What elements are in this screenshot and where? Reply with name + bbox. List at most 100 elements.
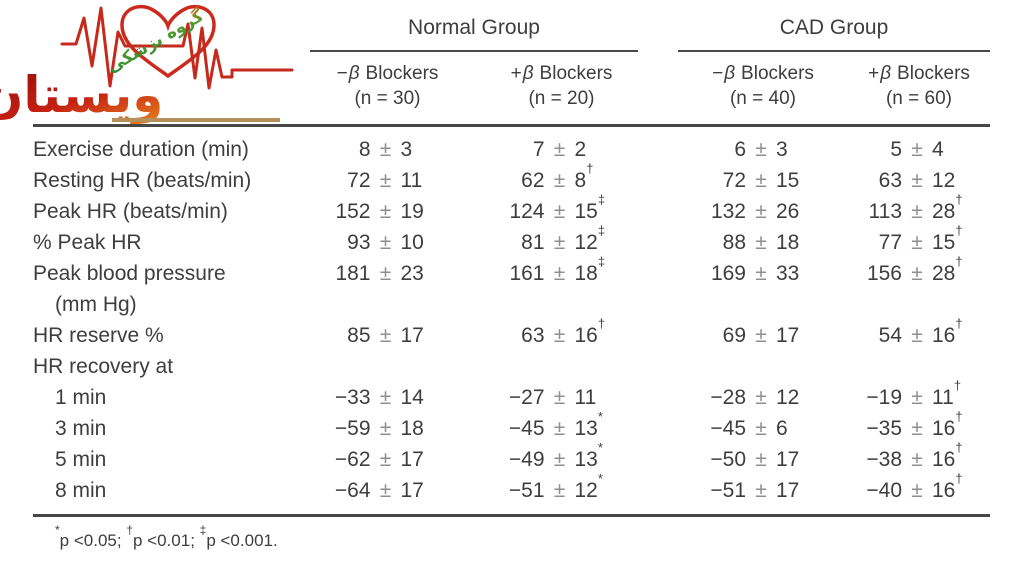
value: −45 (508, 417, 545, 440)
sig-marker: † (955, 254, 963, 269)
plus-minus: ± (379, 262, 392, 285)
value: 88 (722, 231, 746, 254)
sample-size: (n = 20) (528, 88, 595, 109)
plus-minus: ± (911, 231, 923, 254)
value: 169 (710, 262, 746, 285)
value: −50 (710, 448, 746, 471)
heart-icon (120, 4, 216, 79)
sig-marker: * (597, 440, 603, 455)
sd-number: 15 (574, 200, 598, 223)
table-cell: 63 ±12 (848, 165, 990, 196)
value: 132 (710, 200, 746, 223)
table-row-8-min: 8 min −64 ±17 −51 ±12* −51 ±17 −40 ±16† (33, 472, 990, 506)
table-row-resting-hr: Resting HR (beats/min) 72 ±11 62 ±8† 72 ±15… (33, 162, 990, 196)
value: −51 (710, 479, 746, 502)
sd-value: 13* (575, 410, 631, 444)
value: 113 (868, 200, 902, 223)
value: −49 (508, 448, 545, 471)
sig-marker: † (955, 440, 963, 455)
row-label: 3 min (55, 417, 107, 440)
table-cell: −40 ±16† (848, 472, 990, 506)
table-cell: 5 ±4 (848, 134, 990, 165)
plus-minus: ± (553, 324, 566, 347)
plus-minus: ± (553, 417, 566, 440)
sd-number: 11 (574, 386, 597, 409)
sd-number: 6 (776, 417, 788, 440)
sd-number: 3 (776, 138, 788, 161)
plus-minus: ± (755, 479, 767, 502)
sd-number: 11 (932, 386, 954, 409)
sd-value: 16† (932, 317, 988, 351)
value: 156 (866, 262, 902, 285)
plus-minus: ± (553, 231, 566, 254)
plus-minus: ± (379, 386, 392, 409)
blockers-word: Blockers (365, 63, 439, 84)
table-cell: 72 ±11 (300, 165, 475, 196)
plus-minus: ± (755, 169, 767, 192)
value: 63 (878, 169, 902, 192)
group-rule (678, 50, 990, 52)
sig-marker: † (955, 316, 963, 331)
sd-value: 26 (776, 196, 832, 227)
sample-size: (n = 40) (729, 88, 796, 109)
sd-number: 28 (932, 200, 956, 223)
sd-value: 12* (575, 472, 631, 506)
footnote-text: p <0.05; (59, 531, 127, 550)
sd-number: 26 (776, 200, 800, 223)
plus-minus: ± (553, 479, 566, 502)
sd-value: 8† (575, 162, 631, 196)
row-label: Peak HR (beats/min) (33, 200, 228, 223)
sd-number: 12 (574, 231, 598, 254)
sd-value: 18 (776, 227, 832, 258)
sd-value: 15 (776, 165, 832, 196)
row-label: HR recovery at (33, 355, 174, 378)
table-footnote: *p <0.05; †p <0.01; ‡p <0.001. (33, 517, 990, 551)
row-label-line1: Peak blood pressure (33, 262, 226, 285)
beta-symbol: β (880, 63, 892, 84)
value: 152 (335, 200, 371, 223)
sd-value: 19 (401, 196, 457, 227)
value: −35 (866, 417, 902, 440)
table-cell: −49 ±13* (475, 441, 648, 475)
sd-value: 17 (401, 475, 457, 506)
row-label: 1 min (55, 386, 107, 409)
row-label: HR reserve % (33, 324, 164, 347)
sd-value: 16† (932, 472, 988, 506)
plus-minus: ± (755, 386, 767, 409)
row-label-line2: (mm Hg) (55, 293, 137, 316)
table-cell: 169 ±33 (678, 258, 848, 320)
beta-symbol: β (724, 63, 736, 84)
table-cell: 124 ±15‡ (475, 193, 648, 227)
table-row-5-min: 5 min −62 ±17 −49 ±13* −50 ±17 −38 ±16† (33, 441, 990, 475)
sd-value: 11 (401, 165, 457, 196)
sig-marker-double-dagger: ‡ (199, 523, 207, 538)
table-row-3-min: 3 min −59 ±18 −45 ±13* −45 ±6 −35 ±16† (33, 410, 990, 444)
sig-marker: † (597, 316, 606, 331)
value: −28 (710, 386, 746, 409)
sign: + (510, 63, 522, 84)
beta-symbol: β (522, 63, 534, 84)
table-rule-bottom (33, 514, 990, 517)
table-cell: 113 ±28† (848, 193, 990, 227)
group-rule (310, 50, 638, 52)
table-cell: −51 ±17 (678, 475, 848, 506)
table-row-hr-recovery-header: HR recovery at (33, 351, 990, 382)
plus-minus: ± (755, 231, 767, 254)
group-header-cad: CAD Group (678, 12, 990, 52)
sd-number: 15 (776, 169, 800, 192)
sig-marker: † (955, 192, 963, 207)
plus-minus: ± (911, 417, 923, 440)
table-row-1-min: 1 min −33 ±14 −27 ±11 −28 ±12 −19 ±11† (33, 379, 990, 413)
value: −27 (508, 386, 545, 409)
value: 72 (722, 169, 746, 192)
group-label: CAD Group (779, 16, 889, 39)
table-cell: 62 ±8† (475, 162, 648, 196)
column-header-normal-plus-beta: +β Blockers (n = 20) (475, 61, 648, 111)
sign: − (336, 63, 348, 84)
sig-marker: † (586, 161, 594, 176)
plus-minus: ± (911, 479, 923, 502)
table-cell: −64 ±17 (300, 475, 475, 506)
sig-marker: ‡ (597, 254, 606, 269)
value: 161 (509, 262, 545, 285)
